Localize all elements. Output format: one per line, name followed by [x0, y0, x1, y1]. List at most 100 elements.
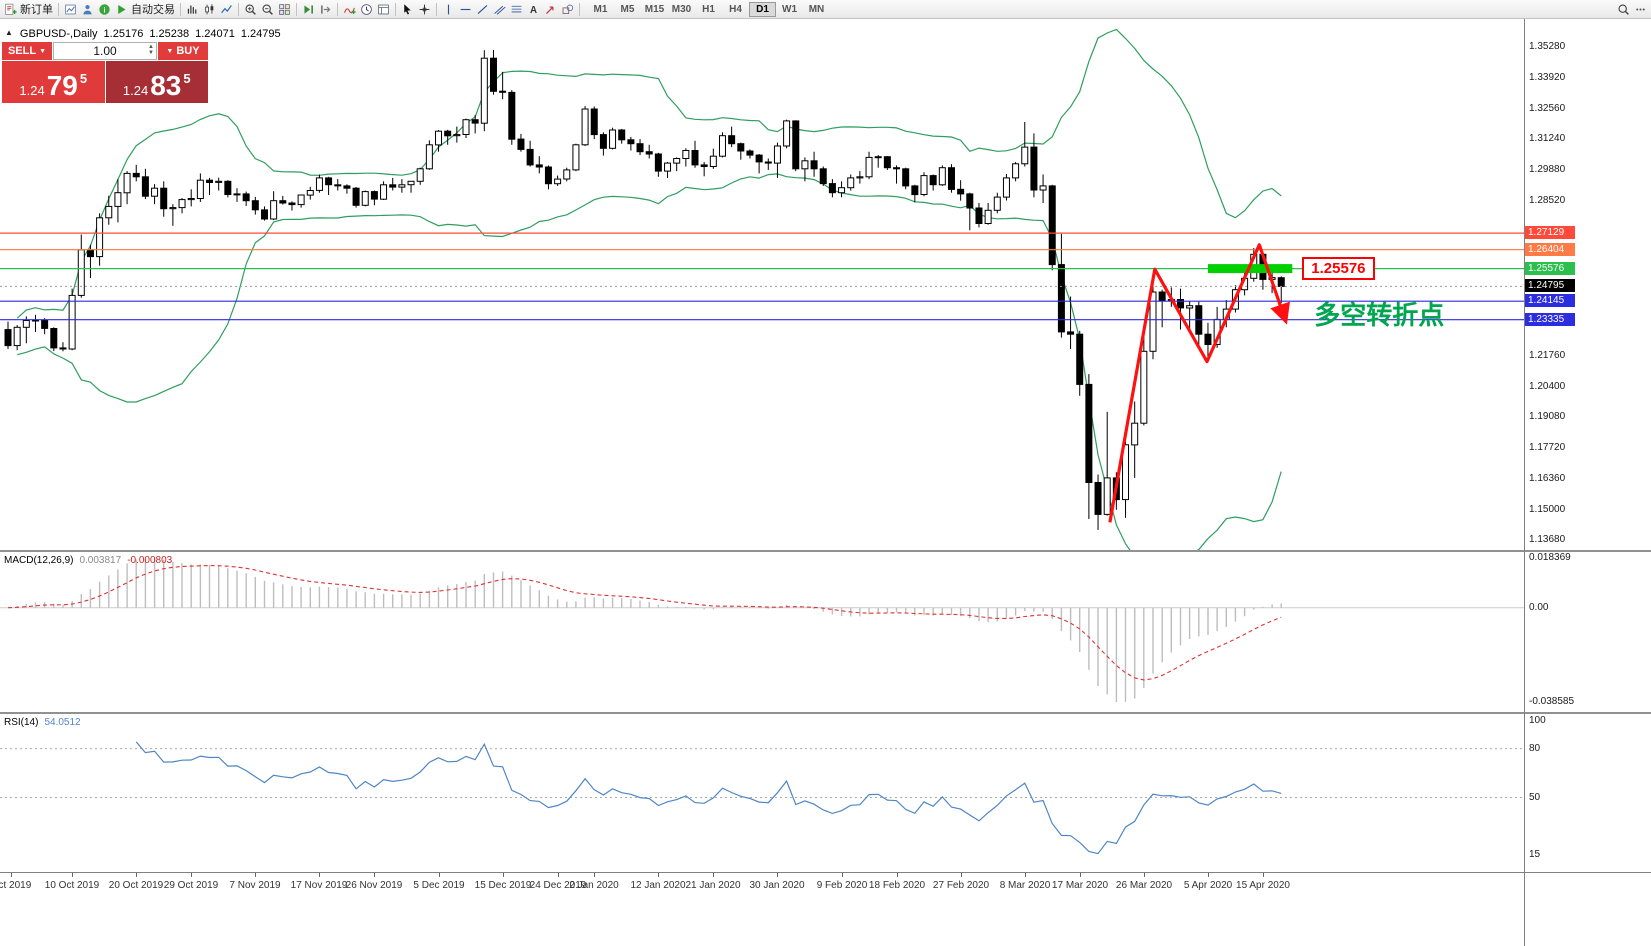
date-label: 27 Feb 2020 — [932, 880, 990, 891]
autotrading-play-icon — [118, 4, 126, 14]
toolbar-separator — [436, 2, 437, 16]
buy-button[interactable]: ▼ BUY — [158, 42, 208, 60]
svg-text:多空转折点: 多空转折点 — [1314, 300, 1444, 330]
chart-shift-button[interactable] — [317, 1, 334, 17]
zoom-out-button[interactable] — [259, 1, 276, 17]
autotrading-button[interactable]: 自动交易 — [113, 1, 177, 17]
current-price-tag: 1.24795 — [1525, 279, 1575, 293]
symbol-timeframe-label: GBPUSD-,Daily — [19, 28, 98, 40]
ohlc-low: 1.24071 — [195, 28, 235, 40]
profiles-button[interactable] — [79, 1, 96, 17]
timeframe-button-M30[interactable]: M30 — [668, 2, 695, 17]
rsi-panel[interactable]: RSI(14) 54.0512 — [0, 712, 1524, 872]
candlestick-button[interactable] — [201, 1, 218, 17]
zoom-in-icon — [245, 3, 256, 15]
price-axis-tick: 1.16360 — [1529, 472, 1566, 484]
date-tick — [1263, 873, 1264, 877]
menu-button[interactable] — [1632, 1, 1649, 17]
sell-button[interactable]: SELL ▼ — [2, 42, 52, 60]
timeframe-button-H1[interactable]: H1 — [695, 2, 722, 17]
main-chart-canvas[interactable]: 多空转折点 — [0, 18, 1524, 550]
trendline-button[interactable] — [474, 1, 491, 17]
channel-button[interactable] — [491, 1, 508, 17]
bar-chart-icon — [187, 4, 197, 14]
date-label: 30 Jan 2020 — [749, 880, 805, 891]
buy-price-big: 83 — [150, 70, 182, 101]
charts-button[interactable] — [62, 1, 79, 17]
text-tool-button[interactable]: A — [525, 1, 542, 17]
chart-shift-icon — [321, 4, 331, 14]
fibonacci-button[interactable] — [508, 1, 525, 17]
price-axis-tick: 1.17720 — [1529, 441, 1566, 453]
rsi-canvas[interactable] — [0, 714, 1524, 872]
price-axis-tick: 1.21760 — [1529, 349, 1566, 361]
volume-stepper[interactable]: ▲ ▼ — [148, 44, 154, 56]
price-axis[interactable]: 1.35280 1.33920 1.32560 1.31240 1.29880 1.285… — [1524, 18, 1651, 946]
panel-splitter[interactable] — [1525, 712, 1651, 714]
price-level-callout: 1.25576 — [1302, 256, 1375, 280]
timeframe-button-M5[interactable]: M5 — [614, 2, 641, 17]
search-button[interactable] — [1615, 1, 1632, 17]
toolbar-separator — [395, 2, 396, 16]
crosshair-button[interactable] — [416, 1, 433, 17]
price-axis-tick: 1.32560 — [1529, 103, 1566, 115]
sell-price-button[interactable]: 1.24 79 5 — [2, 61, 105, 103]
toolbar-separator — [579, 2, 580, 16]
date-label: 5 Apr 2020 — [1183, 880, 1233, 891]
add-indicator-button[interactable] — [341, 1, 358, 17]
date-tick — [713, 873, 714, 877]
panel-splitter[interactable] — [1525, 550, 1651, 552]
price-axis-tick: 1.29880 — [1529, 164, 1566, 176]
periods-button[interactable] — [358, 1, 375, 17]
date-label: 7 Nov 2019 — [229, 880, 281, 891]
templates-button[interactable] — [375, 1, 392, 17]
date-tick — [11, 873, 12, 877]
toolbar-right-icons — [1615, 1, 1649, 17]
vertical-line-button[interactable] — [440, 1, 457, 17]
channel-icon — [494, 5, 506, 15]
timeframe-button-M15[interactable]: M15 — [641, 2, 668, 17]
info-icon: i — [99, 3, 110, 15]
timeframe-button-M1[interactable]: M1 — [587, 2, 614, 17]
new-order-label: 新订单 — [20, 4, 53, 16]
price-axis-tick: 1.31240 — [1529, 133, 1566, 145]
buy-price-button[interactable]: 1.24 83 5 — [105, 61, 208, 103]
shapes-button[interactable] — [559, 1, 576, 17]
svg-text:i: i — [103, 5, 105, 14]
info-button[interactable]: i — [96, 1, 113, 17]
date-tick — [558, 873, 559, 877]
vertical-line-icon — [447, 4, 450, 14]
arrow-tool-button[interactable] — [542, 1, 559, 17]
price-axis-tick: 1.15000 — [1529, 503, 1566, 515]
timeframe-button-W1[interactable]: W1 — [776, 2, 803, 17]
new-order-button[interactable]: 新订单 — [2, 1, 55, 17]
timeframe-button-D1[interactable]: D1 — [749, 1, 776, 17]
line-chart-button[interactable] — [218, 1, 235, 17]
timeframe-button-MN[interactable]: MN — [803, 2, 830, 17]
bar-chart-button[interactable] — [184, 1, 201, 17]
toolbar: 新订单 i 自动交易 — [0, 0, 1651, 19]
auto-scroll-button[interactable] — [300, 1, 317, 17]
horizontal-line-button[interactable] — [457, 1, 474, 17]
price-tag-1.27129: 1.27129 — [1525, 226, 1575, 240]
date-label: 2 Jan 2020 — [569, 880, 619, 891]
rsi-value: 54.0512 — [44, 717, 81, 728]
macd-canvas[interactable] — [0, 552, 1524, 710]
volume-input[interactable]: 1.00 ▲ ▼ — [53, 42, 157, 60]
timeframe-button-H4[interactable]: H4 — [722, 2, 749, 17]
macd-panel[interactable]: MACD(12,26,9) 0.003817 -0.000803 — [0, 550, 1524, 712]
toolbar-separator — [180, 2, 181, 16]
price-axis-tick: 1.19080 — [1529, 410, 1566, 422]
cursor-button[interactable] — [399, 1, 416, 17]
trendline-icon — [477, 4, 488, 14]
date-tick — [897, 873, 898, 877]
date-tick — [374, 873, 375, 877]
main-chart-panel[interactable]: 多空转折点 ▲ GBPUSD-,Daily 1.25176 1.25238 1.… — [0, 18, 1524, 550]
collapse-triangle-icon[interactable]: ▲ — [5, 28, 13, 37]
date-label: 5 Dec 2019 — [413, 880, 465, 891]
date-label: 26 Mar 2020 — [1115, 880, 1173, 891]
tile-windows-button[interactable] — [276, 1, 293, 17]
zoom-in-button[interactable] — [242, 1, 259, 17]
price-tag-1.25576: 1.25576 — [1525, 261, 1575, 275]
